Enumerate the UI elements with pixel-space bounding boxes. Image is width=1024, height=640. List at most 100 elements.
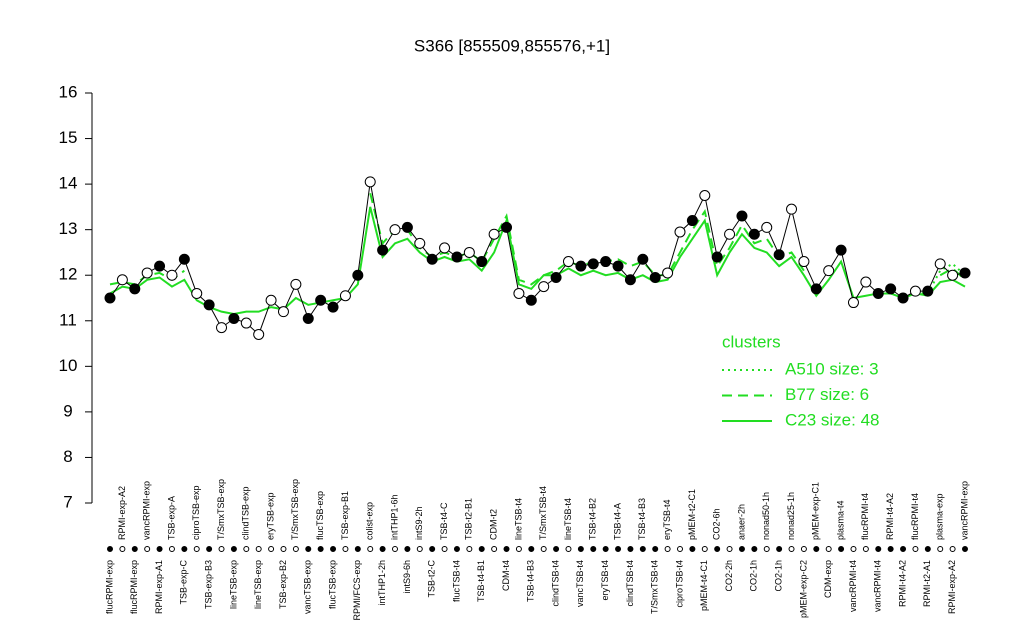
data-point — [315, 294, 327, 306]
data-point — [736, 210, 748, 222]
x-tick-label: plasma-t4 — [835, 500, 845, 540]
sample-dot — [900, 546, 907, 552]
sample-dot — [577, 546, 584, 552]
data-point — [426, 253, 438, 265]
sample-dot — [875, 546, 882, 552]
data-point — [389, 224, 401, 236]
sample-dot — [206, 546, 213, 552]
x-tick-label: vancTSB-exp — [303, 560, 313, 614]
sample-dot — [453, 546, 460, 552]
sample-dot — [193, 546, 200, 552]
x-tick-label: vancRPMI-t4 — [873, 560, 883, 612]
sample-dot — [677, 546, 683, 552]
x-tick-label: TSB-t4-B3 — [526, 560, 536, 602]
data-point — [612, 260, 624, 272]
sample-dot — [503, 546, 510, 552]
x-tick-label: intTHP1-6h — [389, 494, 399, 540]
sample-dot — [342, 546, 349, 552]
sample-dot — [825, 546, 832, 552]
x-tick-label: CO2-2h — [724, 560, 734, 592]
sample-dot — [887, 546, 894, 552]
x-tick-label: clindTSB-exp — [241, 486, 251, 540]
data-point — [414, 237, 426, 249]
x-tick-label: CO2-1h — [774, 560, 784, 592]
sample-dot — [949, 546, 956, 552]
y-tick-label: 16 — [59, 82, 78, 101]
sample-dot — [689, 546, 696, 552]
data-point — [240, 317, 252, 329]
data-point — [401, 221, 413, 233]
data-line — [109, 181, 966, 336]
data-point — [810, 283, 822, 295]
data-point — [686, 215, 698, 227]
x-tick-label: TSB-t4-B1 — [476, 560, 486, 602]
data-point — [166, 269, 178, 281]
x-tick-label: CO2-6h — [712, 508, 722, 540]
data-point — [773, 249, 785, 261]
x-tick-label: pMEM-exp-C2 — [798, 560, 808, 618]
sample-dot — [751, 546, 758, 552]
y-tick-label: 15 — [59, 128, 78, 147]
data-point — [649, 272, 661, 283]
x-tick-label: nonad25-1h — [786, 492, 796, 540]
data-point — [191, 287, 203, 299]
x-tick-label: TSB-exp-A — [166, 496, 176, 540]
data-point — [587, 258, 599, 270]
y-tick-label: 14 — [59, 174, 78, 193]
x-tick-label: RPMI/FCS-exp — [352, 560, 362, 621]
sample-dot — [652, 546, 659, 552]
data-point — [104, 292, 116, 304]
data-point — [451, 251, 463, 263]
sample-dot — [131, 546, 138, 552]
data-point — [154, 260, 166, 272]
cluster-line — [369, 192, 805, 286]
sample-dot — [292, 546, 299, 552]
data-point — [277, 306, 289, 318]
x-tick-label: eryTSB-t4 — [662, 499, 672, 540]
y-tick-label: 9 — [63, 401, 72, 420]
sample-dot — [354, 546, 361, 552]
data-point — [637, 253, 649, 265]
data-point — [699, 190, 711, 201]
data-point — [253, 328, 265, 340]
sample-dot — [144, 546, 151, 552]
sample-dot — [441, 546, 448, 552]
y-tick-label: 13 — [59, 219, 78, 238]
data-point — [947, 269, 959, 281]
data-point — [476, 256, 488, 268]
data-point — [934, 258, 946, 270]
sample-dot — [255, 546, 262, 552]
x-tick-label: lineTSB-t4 — [563, 498, 573, 540]
x-tick-label: flucTSB-t4 — [451, 560, 461, 602]
x-tick-label: pMEM-t4-C1 — [699, 560, 709, 611]
sample-dot — [515, 546, 522, 552]
x-tick-label: RPMI-exp-A2 — [117, 486, 127, 540]
x-tick-label: vancRPMI-exp — [959, 481, 969, 540]
sample-dot — [565, 546, 572, 552]
data-point — [823, 265, 835, 277]
sample-dot — [862, 546, 869, 552]
data-point — [129, 283, 141, 295]
sample-dot — [392, 546, 398, 552]
sample-dot — [491, 546, 498, 552]
sample-dot — [404, 546, 411, 552]
x-tick-label: nonad50-1h — [761, 492, 771, 540]
x-tick-label: clindTSB-t4 — [625, 560, 635, 607]
sample-dot — [838, 546, 845, 552]
data-point — [501, 221, 513, 233]
sample-dot — [317, 546, 324, 552]
sample-dot — [726, 546, 733, 552]
x-tick-label: vancRPMI-t4 — [848, 560, 858, 612]
data-point — [538, 281, 550, 293]
data-point — [178, 253, 190, 265]
sample-dot — [800, 546, 807, 552]
y-tick-label: 11 — [59, 310, 77, 329]
x-tick-label: flucTSB-exp — [315, 491, 325, 540]
x-tick-label: RPMI-exp-A1 — [154, 560, 164, 614]
x-tick-label: TSB-exp-C — [179, 560, 189, 605]
data-point — [624, 274, 636, 286]
x-tick-label: TSB-t4-A — [612, 503, 622, 540]
x-tick-label: T/SmxTSB-t4 — [650, 560, 660, 614]
sample-dot — [379, 546, 386, 552]
data-point — [377, 244, 389, 256]
